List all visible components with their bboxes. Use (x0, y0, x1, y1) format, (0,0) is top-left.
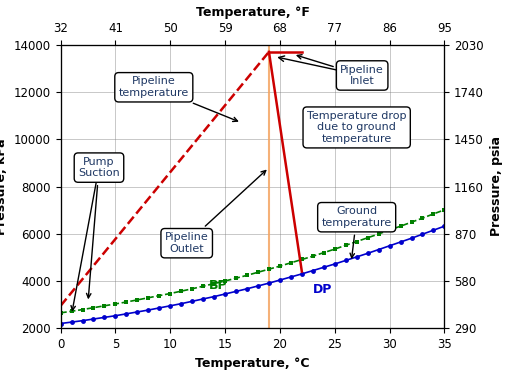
Text: BP: BP (209, 279, 227, 292)
Text: Temperature drop
due to ground
temperature: Temperature drop due to ground temperatu… (307, 111, 407, 144)
Text: Pipeline
Inlet: Pipeline Inlet (297, 55, 384, 86)
Text: Pipeline
Outlet: Pipeline Outlet (165, 170, 266, 254)
Y-axis label: Pressure, kPa: Pressure, kPa (0, 138, 8, 235)
Text: DP: DP (313, 283, 332, 296)
Text: Pump
Suction: Pump Suction (78, 157, 120, 298)
Text: Ground
temperature: Ground temperature (322, 206, 392, 258)
Y-axis label: Pressure, psia: Pressure, psia (489, 137, 502, 236)
X-axis label: Temperature, °C: Temperature, °C (195, 357, 310, 370)
X-axis label: Temperature, °F: Temperature, °F (195, 6, 310, 19)
Text: Pipeline
temperature: Pipeline temperature (119, 76, 237, 122)
